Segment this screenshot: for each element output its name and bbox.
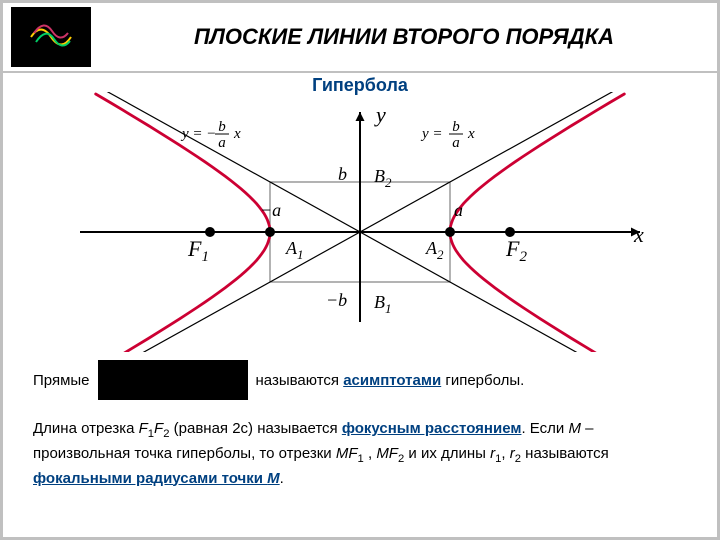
term-focal-distance: фокусным расстоянием	[342, 420, 522, 437]
svg-text:y = −: y = −	[180, 126, 216, 142]
term-focal-radii: фокальными радиусами точки M	[33, 470, 280, 487]
svg-text:y: y	[374, 102, 386, 127]
page-title: ПЛОСКИЕ ЛИНИИ ВТОРОГО ПОРЯДКА	[99, 24, 709, 50]
svg-text:B2: B2	[374, 166, 392, 190]
focal-paragraph: Длина отрезка F1F2 (равная 2с) называетс…	[33, 418, 687, 489]
hyperbola-diagram: yxb−bB2B1A1A2−aaF1F2y = −baxy =bax	[3, 92, 717, 352]
svg-text:a: a	[454, 200, 463, 220]
asymptote-sentence: Прямые называются асимптотами гиперболы.	[33, 360, 687, 400]
description-text: Прямые называются асимптотами гиперболы.…	[3, 352, 717, 497]
svg-text:F1: F1	[187, 236, 209, 265]
thumbnail-icon	[11, 7, 91, 67]
svg-text:x: x	[633, 222, 644, 247]
svg-text:a: a	[218, 135, 226, 151]
svg-text:x: x	[467, 126, 475, 142]
svg-text:x: x	[233, 126, 241, 142]
svg-text:F2: F2	[505, 236, 527, 265]
svg-text:y =: y =	[420, 126, 443, 142]
svg-text:B1: B1	[374, 292, 392, 316]
line1-before: Прямые	[33, 370, 90, 391]
formula-blackbox-icon	[98, 360, 248, 400]
line1-after: называются асимптотами гиперболы.	[256, 370, 525, 391]
svg-text:−a: −a	[260, 200, 281, 220]
svg-text:b: b	[452, 119, 460, 135]
term-asymptote: асимптотами	[343, 372, 441, 389]
svg-text:b: b	[218, 119, 226, 135]
svg-text:a: a	[452, 135, 460, 151]
svg-text:A2: A2	[425, 238, 444, 262]
svg-text:−b: −b	[326, 290, 347, 310]
svg-text:b: b	[338, 164, 347, 184]
svg-text:A1: A1	[285, 238, 304, 262]
header: ПЛОСКИЕ ЛИНИИ ВТОРОГО ПОРЯДКА	[3, 3, 717, 73]
